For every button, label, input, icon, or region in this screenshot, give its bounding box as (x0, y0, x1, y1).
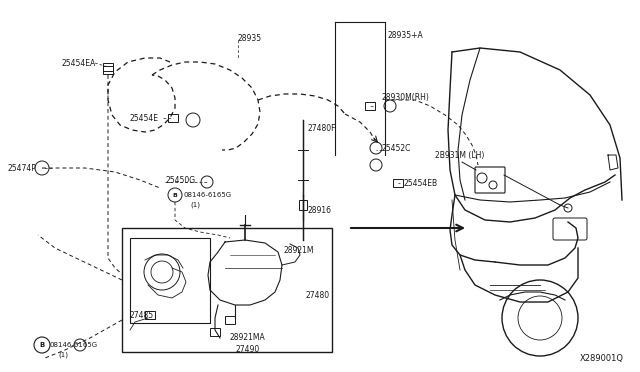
Bar (103, 63, 113, 71)
Text: 28930M(RH): 28930M(RH) (382, 93, 430, 102)
Bar (210, 328, 220, 336)
Bar (168, 114, 178, 122)
Text: 25454EA: 25454EA (62, 58, 96, 67)
Text: 27480F: 27480F (308, 124, 337, 132)
Text: X289001Q: X289001Q (580, 353, 624, 362)
Text: 25452C: 25452C (382, 144, 412, 153)
Text: 27490: 27490 (235, 346, 259, 355)
Text: 27485: 27485 (130, 311, 154, 320)
Bar (393, 179, 403, 187)
Text: 25454E: 25454E (130, 113, 159, 122)
Text: 08146-6165G: 08146-6165G (183, 192, 231, 198)
Bar (130, 238, 210, 323)
Text: 28935+A: 28935+A (388, 31, 424, 39)
Text: B: B (40, 342, 45, 348)
Text: 27480: 27480 (305, 291, 329, 299)
Text: B: B (173, 192, 177, 198)
Text: 25474P: 25474P (8, 164, 37, 173)
Text: 28935: 28935 (238, 33, 262, 42)
Bar (299, 200, 307, 210)
Text: (1): (1) (190, 202, 200, 208)
Bar (365, 102, 375, 110)
Bar (122, 228, 332, 352)
Bar (225, 316, 235, 324)
Text: 2B931M (LH): 2B931M (LH) (435, 151, 484, 160)
Text: 28921MA: 28921MA (230, 334, 266, 343)
Text: 08146-6165G: 08146-6165G (50, 342, 98, 348)
Text: (1): (1) (58, 352, 68, 358)
Text: 25454EB: 25454EB (403, 179, 437, 187)
Bar (103, 66, 113, 74)
Text: 25450G: 25450G (165, 176, 195, 185)
Text: 28916: 28916 (308, 205, 332, 215)
Text: 28921M: 28921M (284, 246, 314, 254)
Bar (145, 311, 155, 319)
